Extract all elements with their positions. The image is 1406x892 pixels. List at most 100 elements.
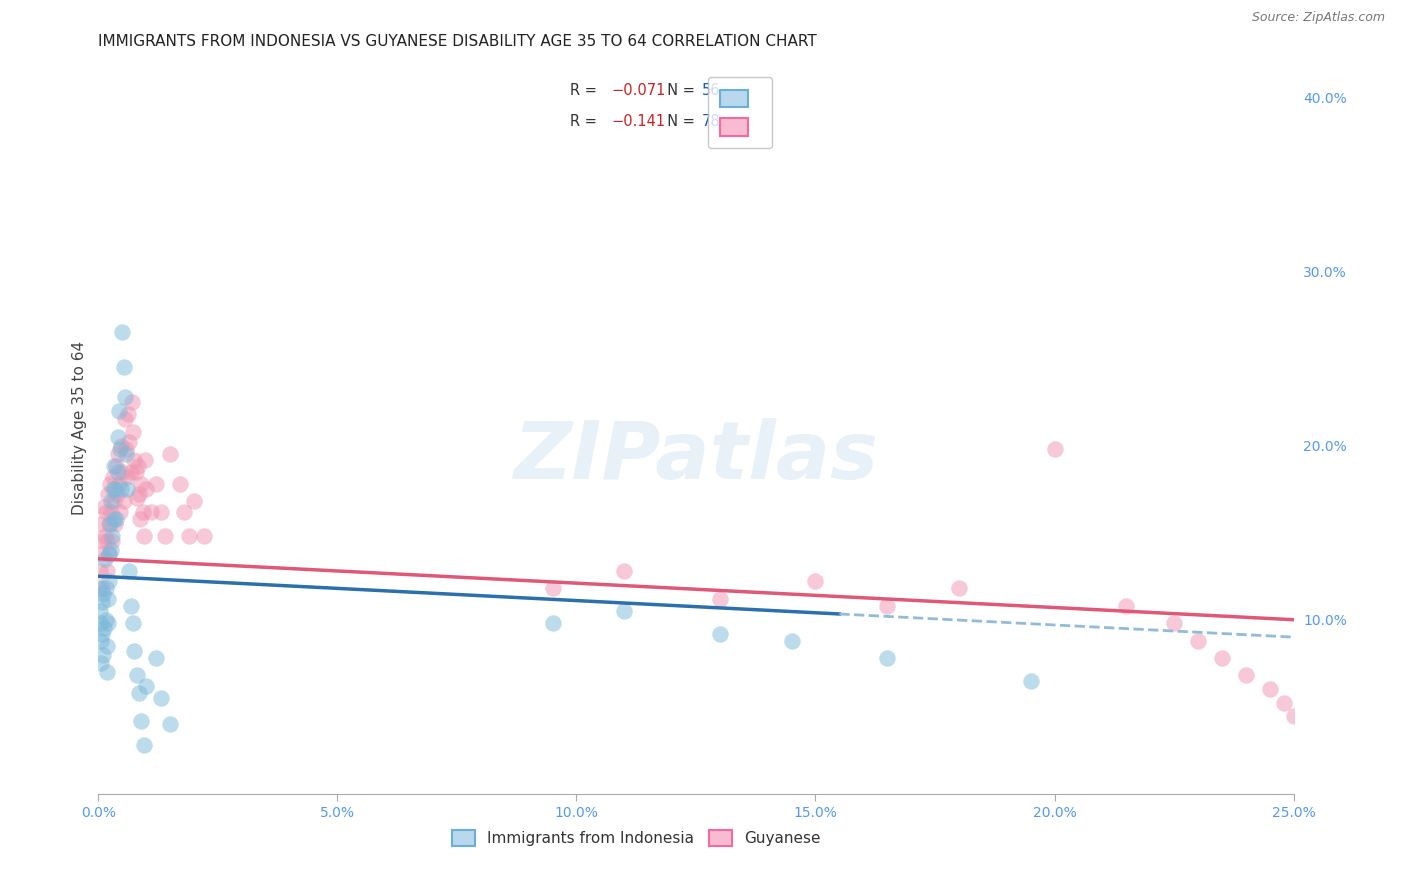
- Point: [101, 470, 124, 484]
- Point: [108, 476, 131, 491]
- Y-axis label: Disability Age 35 to 64: Disability Age 35 to 64: [72, 341, 87, 516]
- Point: [93, 529, 115, 543]
- Point: [169, 476, 191, 491]
- Point: [1115, 599, 1137, 613]
- Point: [132, 738, 155, 752]
- Point: [1344, 766, 1367, 780]
- Point: [134, 452, 156, 467]
- Point: [876, 651, 898, 665]
- Point: [613, 564, 636, 578]
- Point: [118, 435, 141, 450]
- Point: [104, 516, 127, 531]
- Point: [115, 442, 138, 456]
- Point: [780, 633, 803, 648]
- Point: [149, 691, 172, 706]
- Point: [112, 494, 135, 508]
- Point: [128, 487, 150, 501]
- Point: [159, 447, 181, 461]
- Point: [96, 639, 118, 653]
- Point: [90, 516, 112, 531]
- Point: [193, 529, 215, 543]
- Point: [118, 564, 141, 578]
- Point: [122, 425, 145, 439]
- Point: [121, 395, 143, 409]
- Point: [103, 512, 125, 526]
- Point: [125, 465, 148, 479]
- Point: [105, 487, 128, 501]
- Point: [173, 505, 195, 519]
- Point: [145, 476, 167, 491]
- Point: [131, 476, 153, 491]
- Point: [120, 599, 142, 613]
- Point: [97, 487, 120, 501]
- Point: [1292, 721, 1315, 735]
- Point: [613, 604, 636, 618]
- Point: [155, 529, 177, 543]
- Point: [1364, 772, 1386, 787]
- Point: [103, 459, 125, 474]
- Point: [117, 407, 139, 421]
- Point: [124, 452, 146, 467]
- Point: [91, 626, 114, 640]
- Point: [97, 547, 120, 561]
- Point: [91, 586, 114, 600]
- Point: [1163, 616, 1185, 631]
- Point: [132, 505, 155, 519]
- Point: [114, 412, 136, 426]
- Point: [93, 622, 115, 636]
- Point: [541, 582, 564, 596]
- Point: [1320, 743, 1343, 757]
- Point: [107, 447, 129, 461]
- Point: [94, 551, 117, 566]
- Point: [96, 534, 118, 549]
- Point: [105, 512, 128, 526]
- Point: [1306, 731, 1329, 746]
- Point: [1272, 696, 1295, 710]
- Point: [100, 543, 122, 558]
- Point: [108, 403, 131, 417]
- Point: [101, 534, 124, 549]
- Point: [89, 616, 111, 631]
- Point: [541, 616, 564, 631]
- Legend: Immigrants from Indonesia, Guyanese: Immigrants from Indonesia, Guyanese: [446, 824, 827, 852]
- Point: [115, 470, 138, 484]
- Point: [100, 494, 122, 508]
- Point: [97, 616, 120, 631]
- Point: [120, 465, 142, 479]
- Point: [1019, 673, 1042, 688]
- Point: [1378, 778, 1400, 792]
- Point: [101, 482, 124, 496]
- Point: [94, 582, 117, 596]
- Point: [90, 595, 112, 609]
- Point: [115, 447, 138, 461]
- Point: [94, 505, 117, 519]
- Point: [179, 529, 201, 543]
- Point: [111, 326, 134, 340]
- Point: [127, 459, 149, 474]
- Point: [100, 505, 122, 519]
- Point: [89, 564, 111, 578]
- Point: [97, 516, 120, 531]
- Text: R =: R =: [571, 83, 602, 98]
- Point: [93, 500, 115, 514]
- Point: [104, 482, 127, 496]
- Point: [125, 491, 148, 505]
- Point: [111, 465, 134, 479]
- Point: [128, 686, 150, 700]
- Point: [114, 390, 136, 404]
- Point: [107, 430, 129, 444]
- Point: [115, 482, 138, 496]
- Point: [804, 574, 827, 589]
- Point: [89, 604, 111, 618]
- Point: [90, 547, 112, 561]
- Point: [149, 505, 172, 519]
- Point: [709, 591, 731, 606]
- Point: [96, 591, 118, 606]
- Point: [91, 534, 114, 549]
- Point: [112, 360, 135, 375]
- Point: [139, 505, 162, 519]
- Point: [124, 644, 146, 658]
- Point: [110, 439, 132, 453]
- Point: [1330, 756, 1353, 770]
- Point: [159, 717, 181, 731]
